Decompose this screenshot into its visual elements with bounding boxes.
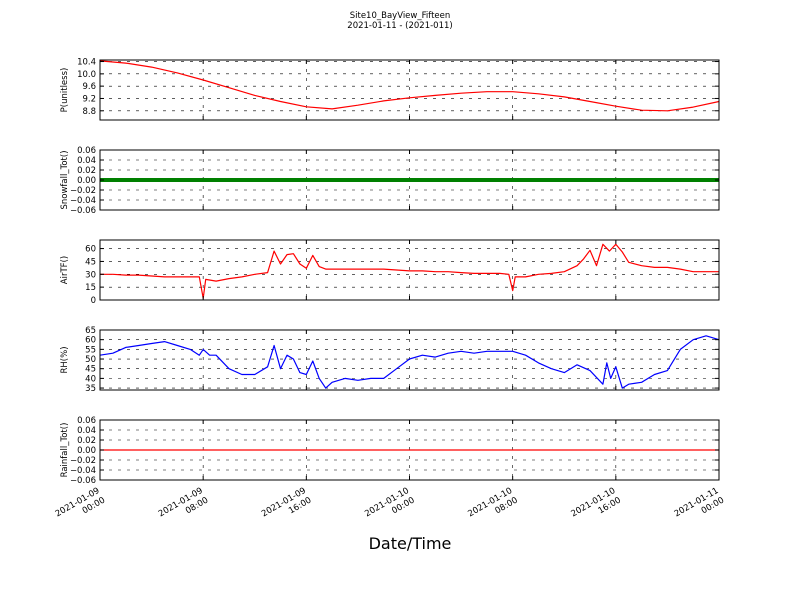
chart-title: Site10_BayView_Fifteen: [349, 11, 451, 21]
y-tick-label: 9.2: [82, 94, 96, 104]
y-tick-label: 10.0: [77, 70, 96, 80]
y-tick-label: 10.4: [77, 58, 96, 68]
y-tick-label: 35: [85, 384, 96, 394]
y-tick-label: −0.04: [70, 466, 96, 476]
panel-2: 0.060.040.020.00−0.02−0.04−0.06Snowfall_…: [60, 146, 720, 216]
y-tick-label: 0.06: [77, 146, 96, 156]
chart-subtitle: 2021-01-11 - (2021-011): [347, 21, 453, 31]
x-tick-label: 2021-01-1000:00: [363, 486, 416, 529]
y-tick-label: 50: [85, 355, 96, 365]
y-tick-label: 15: [85, 283, 96, 293]
y-tick-label: 0.04: [77, 426, 96, 436]
y-axis-label: P(unitless): [60, 68, 70, 113]
series-line-1: [99, 60, 720, 112]
y-tick-label: 65: [85, 326, 96, 336]
y-tick-label: 0: [91, 296, 96, 306]
x-tick-label: 2021-01-0900:00: [54, 486, 107, 529]
x-tick-label: 2021-01-1008:00: [466, 486, 519, 529]
y-tick-label: −0.06: [70, 206, 96, 216]
y-tick-label: 9.6: [82, 82, 96, 92]
panel-1: 10.4 10.0 9.6 9.2 8.8 P(unitless): [60, 58, 720, 121]
x-tick-label: 2021-01-1016:00: [570, 486, 623, 529]
y-axis-label: RH(%): [60, 346, 70, 373]
y-tick-label: 0.02: [77, 436, 96, 446]
x-tick-label: 2021-01-0916:00: [260, 486, 313, 529]
y-tick-label: −0.02: [70, 186, 96, 196]
y-tick-label: −0.06: [70, 476, 96, 486]
y-tick-label: 60: [85, 336, 96, 346]
panel-3: 60 45 30 15 0 AirTF(): [60, 239, 720, 306]
panel-5: 0.060.040.020.00−0.02−0.04−0.06Rainfall_…: [60, 416, 720, 486]
y-tick-label: 40: [85, 374, 96, 384]
y-axis-label: AirTF(): [60, 256, 70, 284]
y-tick-label: 30: [85, 270, 96, 280]
y-tick-label: 0.00: [77, 176, 96, 186]
x-tick-label: 2021-01-0908:00: [157, 486, 210, 529]
y-tick-label: 55: [85, 345, 96, 355]
y-axis-label: Snowfall_Tot(): [60, 150, 70, 209]
y-tick-label: 0.02: [77, 166, 96, 176]
y-tick-label: 0.00: [77, 446, 96, 456]
y-tick-label: 45: [85, 365, 96, 375]
y-axis-label: Rainfall_Tot(): [60, 423, 70, 478]
y-tick-label: 60: [85, 245, 96, 255]
y-tick-label: 8.8: [82, 107, 96, 117]
x-axis-label: Date/Time: [368, 534, 452, 553]
y-tick-label: −0.02: [70, 456, 96, 466]
y-tick-label: 45: [85, 257, 96, 267]
series-line-3: [100, 243, 719, 299]
x-tick-label: 2021-01-1100:00: [673, 486, 726, 529]
y-tick-label: 0.04: [77, 156, 96, 166]
series-line-4: [99, 335, 720, 389]
y-tick-label: 0.06: [77, 416, 96, 426]
y-tick-label: −0.04: [70, 196, 96, 206]
